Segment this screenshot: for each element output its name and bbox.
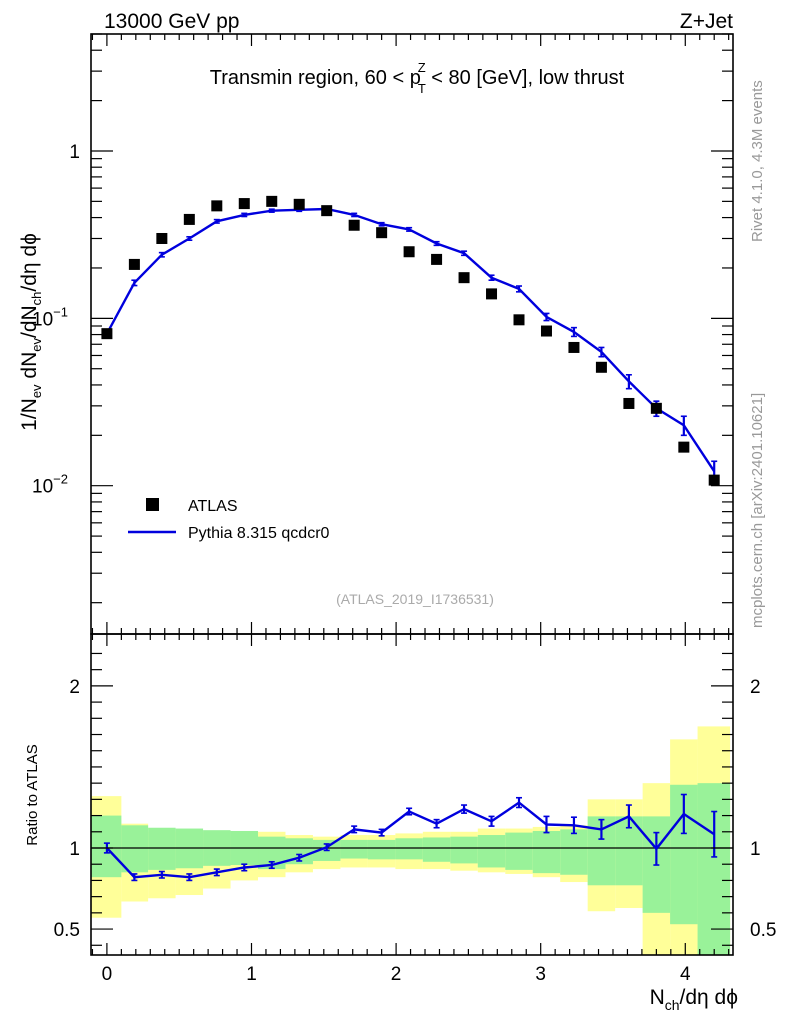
x-n: N [650, 986, 665, 1009]
band-inner-bin [422, 837, 451, 862]
y-l2: dN [18, 352, 41, 385]
side-rivet-label: Rivet 4.1.0, 4.3M events [749, 80, 766, 242]
atlas-data-point [458, 272, 470, 284]
atlas-data-point [211, 200, 223, 212]
atlas-data-point [568, 341, 580, 353]
atlas-data-point [238, 198, 250, 210]
atlas-data-point [540, 325, 552, 337]
x-rest: /dη dϕ [680, 986, 738, 1009]
y-ratio-tick-label: 0.5 [54, 920, 80, 941]
atlas-data-point [708, 474, 720, 486]
atlas-data-point [431, 253, 443, 265]
band-inner-bin [532, 830, 561, 874]
atlas-data-point [650, 402, 662, 414]
legend-data-marker [146, 498, 159, 511]
legend-data-label: ATLAS [188, 498, 238, 515]
atlas-data-point [183, 213, 195, 225]
x-sub: ch [665, 997, 680, 1013]
atlas-data-point [376, 227, 388, 239]
side-source-label: mcplots.cern.ch [arXiv:2401.10621] [749, 393, 766, 628]
y-l4: /dη dϕ [18, 233, 41, 291]
analysis-id: (ATLAS_2019_I1736531) [336, 591, 494, 607]
x-tick-label: 1 [246, 964, 257, 985]
main-series [101, 195, 720, 486]
main-y-axis-label: 1/Nev dNev/dNch/dη dϕ [18, 233, 44, 431]
y-ratio-tick-label-right: 0.5 [750, 920, 776, 941]
band-inner-bin [450, 836, 478, 864]
header-left-label: 13000 GeV pp [104, 10, 239, 33]
ratio-bands [91, 726, 733, 955]
atlas-data-point [128, 258, 140, 270]
band-inner-bin [367, 839, 396, 860]
y-s2: ev [29, 338, 44, 352]
x-tick-label: 4 [680, 964, 691, 985]
y-s1: ev [29, 384, 44, 398]
y-l3: /dN [18, 305, 41, 338]
atlas-data-point [595, 361, 607, 373]
band-inner-bin [340, 839, 368, 859]
plot-title: Transmin region, 60 < pTZ < 80 [GeV], lo… [210, 60, 625, 96]
y-s3: ch [29, 292, 44, 306]
main-frame [90, 33, 734, 635]
y-ratio-tick-label: 2 [69, 677, 80, 698]
y-l1: 1/N [18, 398, 41, 431]
x-tick-label: 2 [391, 964, 402, 985]
band-inner-bin [148, 827, 176, 870]
band-inner-bin [477, 835, 506, 868]
ratio-series [103, 793, 718, 882]
atlas-data-point [678, 441, 690, 453]
x-axis-label: Nch/dη dϕ [650, 986, 738, 1013]
atlas-data-point [266, 195, 278, 207]
title-sup: Z [418, 60, 426, 75]
y-ratio-tick-label-right: 1 [750, 839, 761, 860]
atlas-data-point [156, 232, 168, 244]
y-main-tick-label: 10−2 [32, 472, 68, 498]
atlas-data-point [101, 328, 113, 340]
y-main-tick-label: 1 [69, 142, 80, 163]
atlas-data-point [293, 198, 305, 210]
ratio-y-axis-label: Ratio to ATLAS [24, 744, 41, 845]
band-inner-bin [560, 829, 588, 875]
y-ratio-tick-label: 1 [69, 839, 80, 860]
ratio-frame [90, 633, 734, 956]
atlas-data-point [513, 314, 525, 326]
x-tick-label: 3 [535, 964, 546, 985]
y-main-tick-label: 10−1 [32, 304, 68, 330]
y-ratio-tick-label-right: 2 [750, 677, 761, 698]
x-tick-label: 0 [102, 964, 113, 985]
title-pre: Transmin region, 60 < p [210, 67, 421, 89]
atlas-data-point [623, 397, 635, 409]
band-inner-bin [505, 832, 533, 870]
band-inner-bin [395, 838, 423, 860]
header-right-label: Z+Jet [680, 10, 733, 33]
atlas-data-point [321, 205, 333, 217]
legend-mc-label: Pythia 8.315 qcdcr0 [188, 525, 330, 542]
band-inner-bin [121, 825, 149, 873]
axes-group: 0 1 2 3 4 1 10−1 10−2 0.5 0.5 1 1 2 2 [32, 33, 776, 985]
atlas-data-point [348, 219, 360, 231]
title-post: < 80 [GeV], low thrust [426, 67, 625, 89]
atlas-data-point [486, 288, 498, 300]
title-sub: T [418, 81, 426, 96]
atlas-data-point [403, 246, 415, 258]
